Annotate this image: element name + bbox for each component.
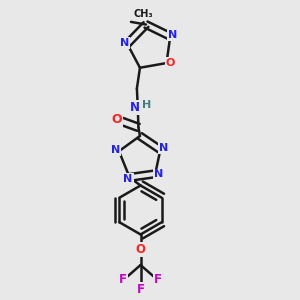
Text: F: F bbox=[119, 273, 127, 286]
Text: F: F bbox=[154, 273, 162, 286]
Text: CH₃: CH₃ bbox=[134, 9, 153, 19]
Text: N: N bbox=[120, 38, 129, 48]
Text: N: N bbox=[130, 101, 140, 114]
Text: O: O bbox=[136, 243, 146, 256]
Text: H: H bbox=[142, 100, 152, 110]
Text: N: N bbox=[154, 169, 163, 179]
Text: O: O bbox=[112, 113, 122, 126]
Text: N: N bbox=[159, 143, 168, 153]
Text: N: N bbox=[111, 145, 120, 154]
Text: O: O bbox=[166, 58, 175, 68]
Text: N: N bbox=[124, 174, 133, 184]
Text: N: N bbox=[168, 30, 177, 40]
Text: F: F bbox=[136, 283, 145, 296]
